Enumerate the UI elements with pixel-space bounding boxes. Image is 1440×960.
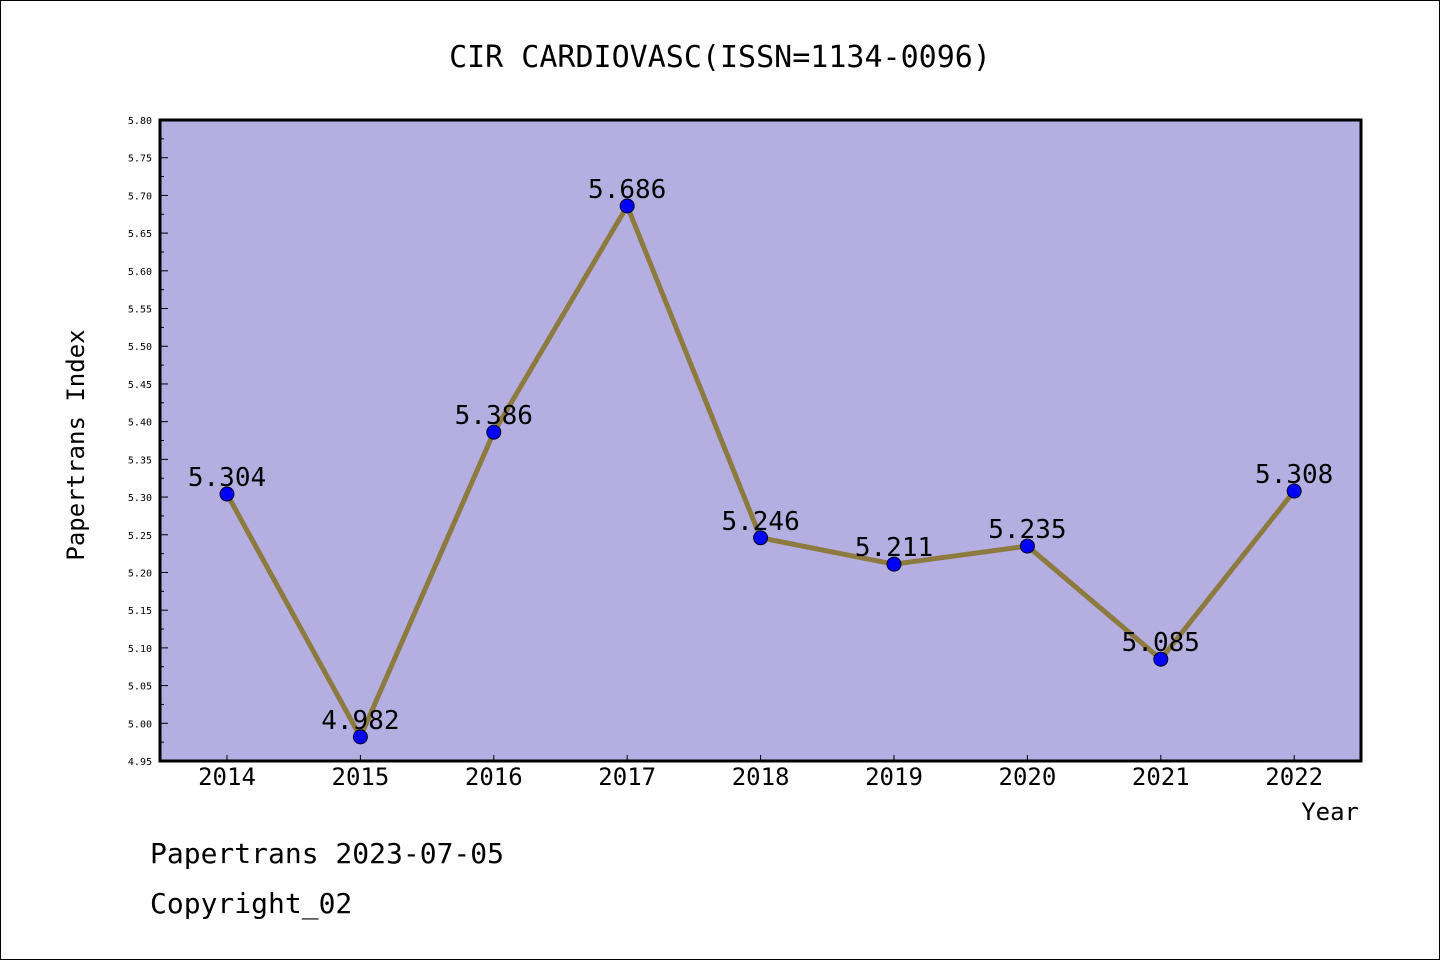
- y-tick-label: 5.65: [128, 229, 152, 240]
- series-papertrans-index: [219, 198, 1302, 745]
- data-point: [219, 486, 235, 502]
- x-tick-label: 2022: [1265, 763, 1323, 791]
- y-tick-label: 5.50: [128, 342, 152, 353]
- y-tick-label: 5.75: [128, 154, 152, 165]
- y-tick-label: 5.45: [128, 380, 152, 391]
- data-point: [886, 556, 902, 572]
- chart-title: CIR CARDIOVASC(ISSN=1134-0096): [449, 40, 991, 75]
- y-tick-label: 5.40: [128, 418, 152, 429]
- y-tick-label: 5.20: [128, 568, 152, 579]
- y-tick-label: 5.15: [128, 606, 152, 617]
- footer-copyright: Copyright_02: [150, 887, 352, 921]
- y-tick-label: 5.25: [128, 531, 152, 542]
- data-label: 5.085: [1122, 628, 1200, 658]
- y-tick-label: 5.35: [128, 455, 152, 466]
- data-label: 4.982: [321, 706, 399, 736]
- data-point: [486, 424, 502, 440]
- data-point: [1019, 538, 1035, 554]
- x-tick-label: 2015: [332, 763, 390, 791]
- data-labels: 5.304 4.982 5.386 5.686 5.246 5.211 5.235 5.085…: [188, 175, 1333, 736]
- data-label: 5.686: [588, 175, 666, 205]
- data-label: 5.211: [855, 533, 933, 563]
- data-label: 5.386: [455, 401, 533, 431]
- y-tick-label: 5.60: [128, 267, 152, 278]
- y-tick-label: 5.05: [128, 682, 152, 693]
- x-tick-label: 2018: [732, 763, 790, 791]
- data-label: 5.246: [721, 507, 799, 537]
- y-tick-label: 5.10: [128, 644, 152, 655]
- data-label: 5.235: [988, 515, 1066, 545]
- data-label: 5.304: [188, 463, 266, 493]
- x-tick-label: 2019: [865, 763, 923, 791]
- x-tick-label: 2021: [1132, 763, 1190, 791]
- data-point: [1153, 651, 1169, 667]
- data-point: [753, 530, 769, 546]
- y-tick-label: 5.00: [128, 719, 152, 730]
- x-axis: 2014 2015 2016 2017 2018 2019 2020 2021 2022: [198, 755, 1323, 791]
- data-point: [619, 198, 635, 214]
- data-point: [1286, 483, 1302, 499]
- x-tick-label: 2017: [598, 763, 656, 791]
- plot-area: [158, 118, 1363, 763]
- x-tick-label: 2020: [999, 763, 1057, 791]
- y-tick-label: 5.70: [128, 191, 152, 202]
- x-axis-title: Year: [1301, 798, 1359, 826]
- y-axis-title: Papertrans Index: [62, 329, 90, 560]
- x-tick-label: 2014: [198, 763, 256, 791]
- y-tick-label: 5.80: [128, 116, 152, 127]
- y-tick-label: 5.30: [128, 493, 152, 504]
- data-point: [352, 729, 368, 745]
- y-tick-label: 5.55: [128, 305, 152, 316]
- footer-date: Papertrans 2023-07-05: [150, 837, 504, 870]
- y-tick-label: 4.95: [128, 757, 152, 768]
- data-label: 5.308: [1255, 460, 1333, 490]
- y-axis: 4.95 5.00 5.05 5.10 5.15 5.20 5.25 5.30 5.35 5.40…: [128, 116, 168, 768]
- x-tick-label: 2016: [465, 763, 523, 791]
